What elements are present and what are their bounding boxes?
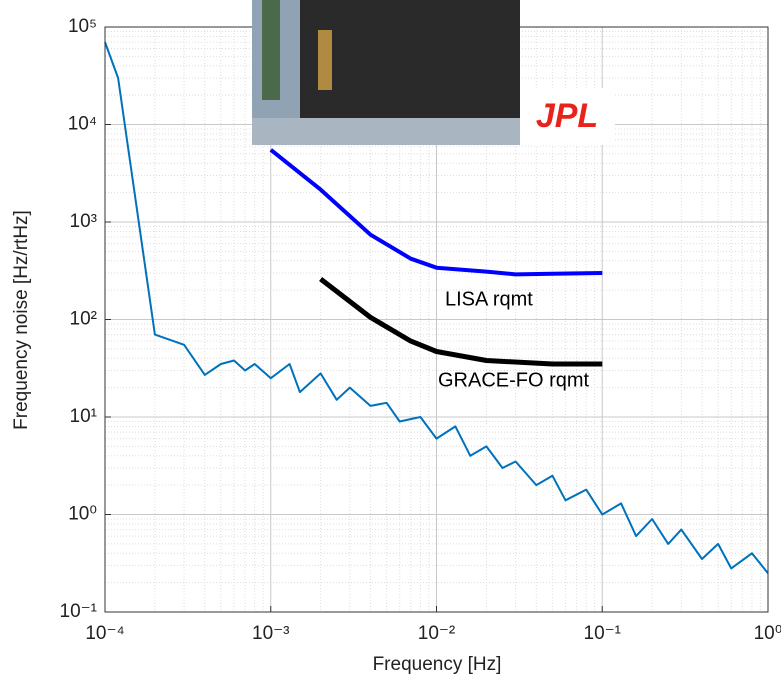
photo <box>252 0 615 145</box>
photo-base <box>252 118 520 145</box>
x-tick-label: 10⁰ <box>754 623 781 644</box>
y-tick-label: 10¹ <box>70 406 97 427</box>
photo-device <box>300 0 520 120</box>
plot-lines <box>104 41 769 574</box>
logo-background <box>520 88 615 145</box>
y-tick-label: 10³ <box>70 211 97 232</box>
y-tick-label: 10⁻¹ <box>60 601 98 622</box>
series-line <box>319 277 603 367</box>
y-tick-label: 10² <box>70 309 97 330</box>
x-axis-label: Frequency [Hz] <box>373 654 502 675</box>
y-axis-label: Frequency noise [Hz/rtHz] <box>11 210 32 430</box>
x-tick-label: 10⁻⁴ <box>85 623 124 644</box>
photo-connector <box>262 0 280 100</box>
y-tick-label: 10⁰ <box>68 504 97 525</box>
series-line <box>104 41 769 574</box>
y-tick-label: 10⁵ <box>68 16 97 37</box>
series-line <box>269 148 603 277</box>
y-tick-label: 10⁴ <box>68 114 97 135</box>
x-tick-label: 10⁻³ <box>252 623 290 644</box>
logo-text: JPL <box>536 97 598 135</box>
x-tick-label: 10⁻¹ <box>584 623 622 644</box>
grid <box>104 26 769 613</box>
x-tick-label: 10⁻² <box>418 623 456 644</box>
annotation: GRACE-FO rqmt <box>438 369 590 391</box>
annotation: LISA rqmt <box>445 288 533 310</box>
photo-connector <box>318 30 332 90</box>
